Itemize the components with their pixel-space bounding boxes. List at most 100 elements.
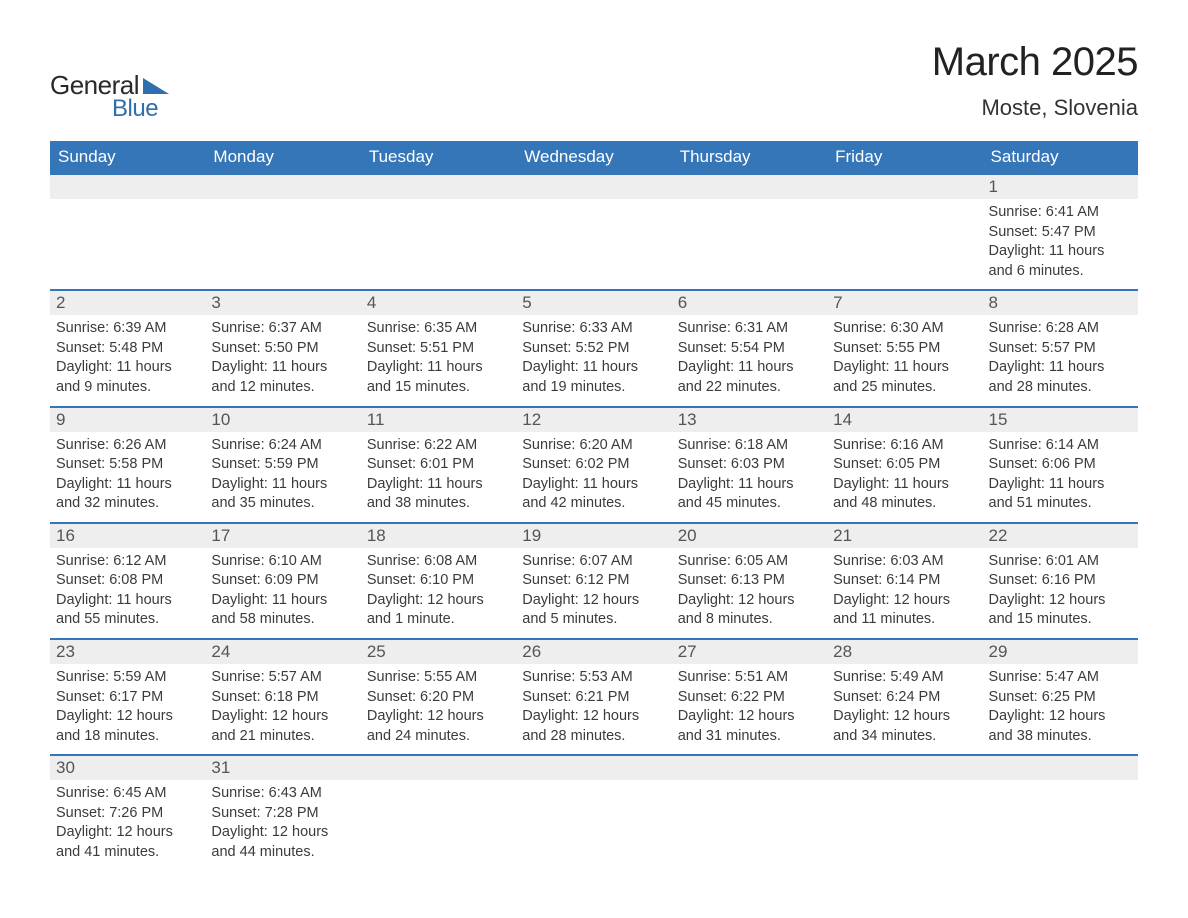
daylight-line: Daylight: 12 hours and 41 minutes. — [56, 823, 199, 862]
day-number: 5 — [516, 291, 671, 315]
sunset-line: Sunset: 5:51 PM — [367, 339, 510, 359]
daylight-line: Daylight: 12 hours and 31 minutes. — [678, 707, 821, 746]
day-number — [672, 175, 827, 199]
day-number: 8 — [983, 291, 1138, 315]
day-details — [827, 199, 982, 211]
day-header: Thursday — [672, 141, 827, 174]
sunset-line: Sunset: 6:01 PM — [367, 455, 510, 475]
day-details: Sunrise: 6:43 AMSunset: 7:28 PMDaylight:… — [205, 780, 360, 870]
calendar-day-cell: 31Sunrise: 6:43 AMSunset: 7:28 PMDayligh… — [205, 755, 360, 870]
sunset-line: Sunset: 6:12 PM — [522, 571, 665, 591]
sunset-line: Sunset: 5:57 PM — [989, 339, 1132, 359]
day-details: Sunrise: 6:01 AMSunset: 6:16 PMDaylight:… — [983, 548, 1138, 638]
sunrise-line: Sunrise: 6:26 AM — [56, 436, 199, 456]
calendar-day-cell: 12Sunrise: 6:20 AMSunset: 6:02 PMDayligh… — [516, 407, 671, 523]
daylight-line: Daylight: 12 hours and 34 minutes. — [833, 707, 976, 746]
daylight-line: Daylight: 12 hours and 38 minutes. — [989, 707, 1132, 746]
day-details: Sunrise: 6:03 AMSunset: 6:14 PMDaylight:… — [827, 548, 982, 638]
sunrise-line: Sunrise: 5:51 AM — [678, 668, 821, 688]
calendar-day-cell: 25Sunrise: 5:55 AMSunset: 6:20 PMDayligh… — [361, 639, 516, 755]
calendar-day-cell: 7Sunrise: 6:30 AMSunset: 5:55 PMDaylight… — [827, 290, 982, 406]
calendar-day-cell: 29Sunrise: 5:47 AMSunset: 6:25 PMDayligh… — [983, 639, 1138, 755]
day-details: Sunrise: 6:37 AMSunset: 5:50 PMDaylight:… — [205, 315, 360, 405]
day-number: 26 — [516, 640, 671, 664]
sunrise-line: Sunrise: 6:43 AM — [211, 784, 354, 804]
daylight-line: Daylight: 11 hours and 12 minutes. — [211, 358, 354, 397]
day-number — [827, 756, 982, 780]
header-row: General Blue March 2025 Moste, Slovenia — [50, 40, 1138, 123]
daylight-line: Daylight: 12 hours and 24 minutes. — [367, 707, 510, 746]
day-number — [672, 756, 827, 780]
day-details: Sunrise: 6:05 AMSunset: 6:13 PMDaylight:… — [672, 548, 827, 638]
sunrise-line: Sunrise: 6:30 AM — [833, 319, 976, 339]
day-details: Sunrise: 6:20 AMSunset: 6:02 PMDaylight:… — [516, 432, 671, 522]
day-details — [827, 780, 982, 792]
day-details — [672, 199, 827, 211]
day-header: Wednesday — [516, 141, 671, 174]
calendar-day-cell: 11Sunrise: 6:22 AMSunset: 6:01 PMDayligh… — [361, 407, 516, 523]
daylight-line: Daylight: 12 hours and 21 minutes. — [211, 707, 354, 746]
calendar-day-cell: 10Sunrise: 6:24 AMSunset: 5:59 PMDayligh… — [205, 407, 360, 523]
sunset-line: Sunset: 7:26 PM — [56, 804, 199, 824]
sunrise-line: Sunrise: 6:33 AM — [522, 319, 665, 339]
day-details: Sunrise: 6:16 AMSunset: 6:05 PMDaylight:… — [827, 432, 982, 522]
daylight-line: Daylight: 12 hours and 28 minutes. — [522, 707, 665, 746]
sunset-line: Sunset: 6:10 PM — [367, 571, 510, 591]
day-number: 12 — [516, 408, 671, 432]
day-details: Sunrise: 6:39 AMSunset: 5:48 PMDaylight:… — [50, 315, 205, 405]
day-number: 1 — [983, 175, 1138, 199]
day-details: Sunrise: 6:45 AMSunset: 7:26 PMDaylight:… — [50, 780, 205, 870]
sunset-line: Sunset: 6:21 PM — [522, 688, 665, 708]
sunrise-line: Sunrise: 6:45 AM — [56, 784, 199, 804]
day-number: 10 — [205, 408, 360, 432]
sunset-line: Sunset: 5:47 PM — [989, 223, 1132, 243]
day-details — [361, 780, 516, 792]
calendar-thead: SundayMondayTuesdayWednesdayThursdayFrid… — [50, 141, 1138, 174]
day-details: Sunrise: 5:57 AMSunset: 6:18 PMDaylight:… — [205, 664, 360, 754]
day-details: Sunrise: 6:12 AMSunset: 6:08 PMDaylight:… — [50, 548, 205, 638]
daylight-line: Daylight: 11 hours and 55 minutes. — [56, 591, 199, 630]
daylight-line: Daylight: 12 hours and 11 minutes. — [833, 591, 976, 630]
calendar-day-cell: 24Sunrise: 5:57 AMSunset: 6:18 PMDayligh… — [205, 639, 360, 755]
day-number: 16 — [50, 524, 205, 548]
sunrise-line: Sunrise: 5:55 AM — [367, 668, 510, 688]
day-header: Sunday — [50, 141, 205, 174]
day-number: 17 — [205, 524, 360, 548]
sunrise-line: Sunrise: 6:28 AM — [989, 319, 1132, 339]
sunrise-line: Sunrise: 6:10 AM — [211, 552, 354, 572]
sunrise-line: Sunrise: 6:31 AM — [678, 319, 821, 339]
sunset-line: Sunset: 6:05 PM — [833, 455, 976, 475]
day-number: 24 — [205, 640, 360, 664]
day-number — [516, 756, 671, 780]
day-details: Sunrise: 5:51 AMSunset: 6:22 PMDaylight:… — [672, 664, 827, 754]
day-details: Sunrise: 6:35 AMSunset: 5:51 PMDaylight:… — [361, 315, 516, 405]
day-number — [361, 175, 516, 199]
sunrise-line: Sunrise: 6:14 AM — [989, 436, 1132, 456]
day-number: 21 — [827, 524, 982, 548]
day-details — [983, 780, 1138, 792]
sunrise-line: Sunrise: 6:01 AM — [989, 552, 1132, 572]
sunset-line: Sunset: 6:18 PM — [211, 688, 354, 708]
logo-text-blue: Blue — [112, 95, 158, 123]
calendar-day-cell: 18Sunrise: 6:08 AMSunset: 6:10 PMDayligh… — [361, 523, 516, 639]
day-details: Sunrise: 6:10 AMSunset: 6:09 PMDaylight:… — [205, 548, 360, 638]
daylight-line: Daylight: 11 hours and 32 minutes. — [56, 475, 199, 514]
daylight-line: Daylight: 11 hours and 22 minutes. — [678, 358, 821, 397]
sunrise-line: Sunrise: 6:35 AM — [367, 319, 510, 339]
sunset-line: Sunset: 5:50 PM — [211, 339, 354, 359]
sunrise-line: Sunrise: 6:37 AM — [211, 319, 354, 339]
sunrise-line: Sunrise: 6:39 AM — [56, 319, 199, 339]
calendar-day-cell: 22Sunrise: 6:01 AMSunset: 6:16 PMDayligh… — [983, 523, 1138, 639]
daylight-line: Daylight: 11 hours and 28 minutes. — [989, 358, 1132, 397]
day-details: Sunrise: 5:47 AMSunset: 6:25 PMDaylight:… — [983, 664, 1138, 754]
day-number: 29 — [983, 640, 1138, 664]
sunset-line: Sunset: 6:09 PM — [211, 571, 354, 591]
logo: General Blue — [50, 40, 169, 123]
sunset-line: Sunset: 6:24 PM — [833, 688, 976, 708]
sunset-line: Sunset: 5:59 PM — [211, 455, 354, 475]
sunset-line: Sunset: 6:25 PM — [989, 688, 1132, 708]
daylight-line: Daylight: 11 hours and 9 minutes. — [56, 358, 199, 397]
daylight-line: Daylight: 12 hours and 44 minutes. — [211, 823, 354, 862]
day-details — [361, 199, 516, 211]
day-number: 4 — [361, 291, 516, 315]
